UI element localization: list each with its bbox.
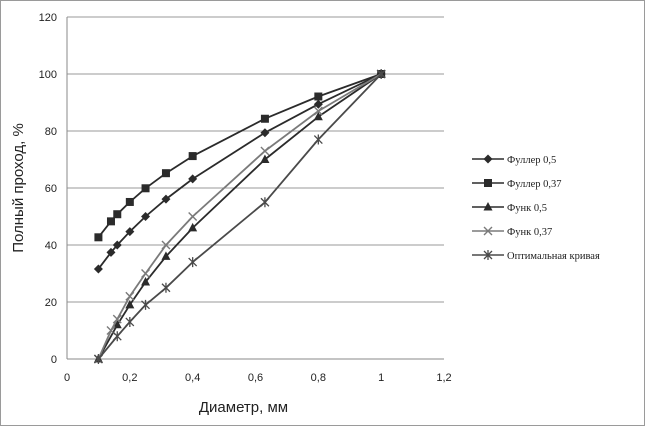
legend-label: Фуллер 0,5: [507, 155, 556, 166]
y-tick-label: 40: [45, 240, 57, 252]
data-point-x: [260, 146, 270, 156]
data-point-diamond: [188, 174, 198, 184]
data-point-triangle: [188, 222, 198, 232]
y-tick-label: 100: [39, 69, 57, 81]
axes: [66, 17, 444, 360]
data-point-square: [314, 92, 323, 101]
y-tick-label: 0: [51, 354, 57, 366]
series-group: [93, 69, 386, 364]
x-tick-label: 1,2: [436, 372, 451, 384]
x-tick-label: 0: [64, 372, 70, 384]
data-point-diamond: [106, 247, 116, 257]
data-point-square: [125, 197, 134, 206]
data-point-star: [161, 282, 171, 293]
legend-label: Оптимальная кривая: [507, 251, 600, 262]
series-line: [97, 73, 382, 360]
data-point-star: [141, 299, 151, 310]
data-point-diamond: [260, 128, 270, 138]
gridlines: [67, 16, 444, 303]
x-tick-label: 0,4: [185, 372, 200, 384]
data-point-x: [188, 212, 198, 221]
data-point-triangle: [161, 251, 171, 260]
series-3: [93, 69, 386, 363]
data-point-triangle: [141, 277, 151, 286]
y-axis-title: Полный проход, %: [10, 123, 27, 253]
data-point-triangle: [313, 111, 323, 121]
data-point-star: [260, 197, 270, 208]
data-point-star: [376, 69, 386, 79]
data-point-triangle: [112, 319, 122, 329]
data-point-square: [106, 217, 115, 226]
data-point-x: [483, 226, 493, 236]
data-point-square: [161, 169, 170, 178]
data-point-x: [141, 269, 151, 278]
x-tick-label: 1: [378, 372, 384, 384]
data-point-star: [93, 354, 103, 364]
data-point-star: [188, 257, 198, 268]
y-tick-label: 60: [45, 183, 57, 195]
legend: Фуллер 0,5 Фуллер 0,37 Функ 0,5 Функ 0,37 Оп…: [472, 154, 600, 262]
data-point-diamond: [141, 212, 151, 221]
x-tick-label: 0,8: [311, 372, 326, 384]
data-point-star: [483, 250, 493, 260]
data-point-square: [188, 152, 197, 161]
legend-item: Фуллер 0,5: [472, 154, 556, 166]
y-tick-label: 120: [39, 12, 57, 24]
data-point-diamond: [483, 154, 493, 164]
data-point-triangle: [125, 299, 135, 309]
x-axis-tick-labels: 0 0,2 0,4 0,6 0,8 1 1,2: [64, 372, 452, 384]
data-point-star: [125, 316, 135, 327]
data-point-x: [125, 291, 135, 301]
series-line: [97, 73, 382, 270]
series-line: [97, 73, 382, 360]
data-point-triangle: [260, 154, 270, 163]
data-point-square: [94, 233, 103, 242]
data-point-square: [141, 184, 150, 193]
data-point-diamond: [313, 99, 323, 109]
series-4: [93, 69, 386, 364]
y-tick-label: 20: [45, 297, 57, 309]
series-5: [93, 69, 386, 364]
legend-item: Функ 0,37: [472, 226, 552, 238]
data-point-diamond: [161, 194, 171, 204]
data-point-square: [113, 210, 122, 219]
data-point-x: [112, 314, 122, 324]
x-tick-label: 0,6: [248, 372, 263, 384]
series-line: [97, 73, 382, 360]
legend-label: Функ 0,37: [507, 227, 552, 238]
series-2: [94, 70, 386, 242]
x-tick-label: 0,2: [122, 372, 137, 384]
legend-item: Фуллер 0,37: [472, 179, 561, 190]
legend-label: Функ 0,5: [507, 203, 547, 214]
data-point-square: [260, 114, 269, 123]
data-point-diamond: [112, 240, 122, 250]
data-point-square: [484, 179, 492, 187]
data-point-star: [313, 134, 323, 145]
data-point-diamond: [93, 264, 103, 274]
y-tick-label: 80: [45, 126, 57, 138]
data-point-triangle: [483, 202, 493, 211]
legend-label: Фуллер 0,37: [507, 179, 561, 190]
data-point-star: [112, 331, 122, 342]
y-axis-tick-labels: 0 20 40 60 80 100 120: [39, 12, 57, 366]
legend-item: Оптимальная кривая: [472, 250, 600, 262]
data-point-x: [161, 240, 171, 250]
legend-item: Функ 0,5: [472, 202, 547, 214]
x-axis-title: Диаметр, мм: [199, 399, 288, 416]
data-point-diamond: [125, 227, 135, 237]
data-point-x: [313, 106, 323, 116]
